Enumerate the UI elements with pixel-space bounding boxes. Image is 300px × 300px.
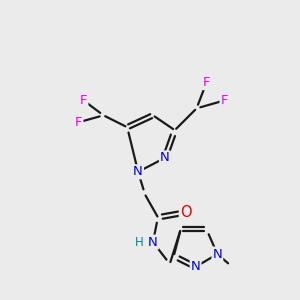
Text: N: N	[160, 152, 170, 164]
Text: N: N	[212, 248, 222, 260]
Text: N: N	[133, 165, 143, 178]
Text: O: O	[180, 205, 191, 220]
Text: N: N	[148, 236, 158, 249]
Text: F: F	[203, 76, 210, 89]
Text: H: H	[135, 236, 143, 249]
Text: F: F	[80, 94, 87, 107]
Text: N: N	[191, 260, 200, 273]
Text: F: F	[220, 94, 228, 107]
Text: F: F	[75, 116, 82, 129]
